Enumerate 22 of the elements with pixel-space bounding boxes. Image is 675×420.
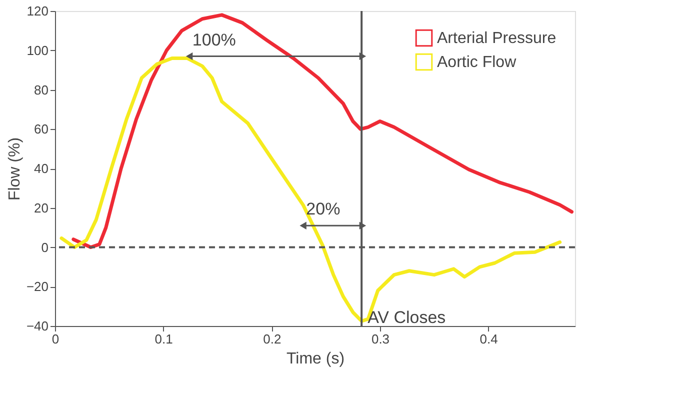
y-tick-label: 60 xyxy=(34,122,48,137)
legend-label: Aortic Flow xyxy=(437,54,517,71)
ref-line-label: AV Closes xyxy=(368,308,446,327)
line-series xyxy=(72,13,574,249)
y-tick-label: 120 xyxy=(26,4,48,18)
x-tick-label: 0.4 xyxy=(480,332,498,346)
x-tick-label: 0.2 xyxy=(263,332,282,346)
y-tick-label: 80 xyxy=(34,82,48,98)
y-axis-title: Flow (%) xyxy=(6,137,24,201)
y-tick-label: −40 xyxy=(26,318,48,334)
x-tick-label: 0 xyxy=(52,332,60,346)
y-tick-label: 100 xyxy=(26,42,48,58)
y-tick-label: 0 xyxy=(41,240,48,255)
legend-label: Arterial Pressure xyxy=(437,30,556,47)
annotation: 100% xyxy=(192,30,236,50)
y-tick-label: 20 xyxy=(34,200,48,216)
x-tick-label: 0.1 xyxy=(154,332,173,346)
x-axis-title: Time (s) xyxy=(286,350,345,368)
x-tick-label: 0.3 xyxy=(371,332,390,346)
annotation: 20% xyxy=(306,200,340,219)
y-tick-label: −20 xyxy=(26,279,48,294)
y-tick-label: 40 xyxy=(34,161,48,176)
